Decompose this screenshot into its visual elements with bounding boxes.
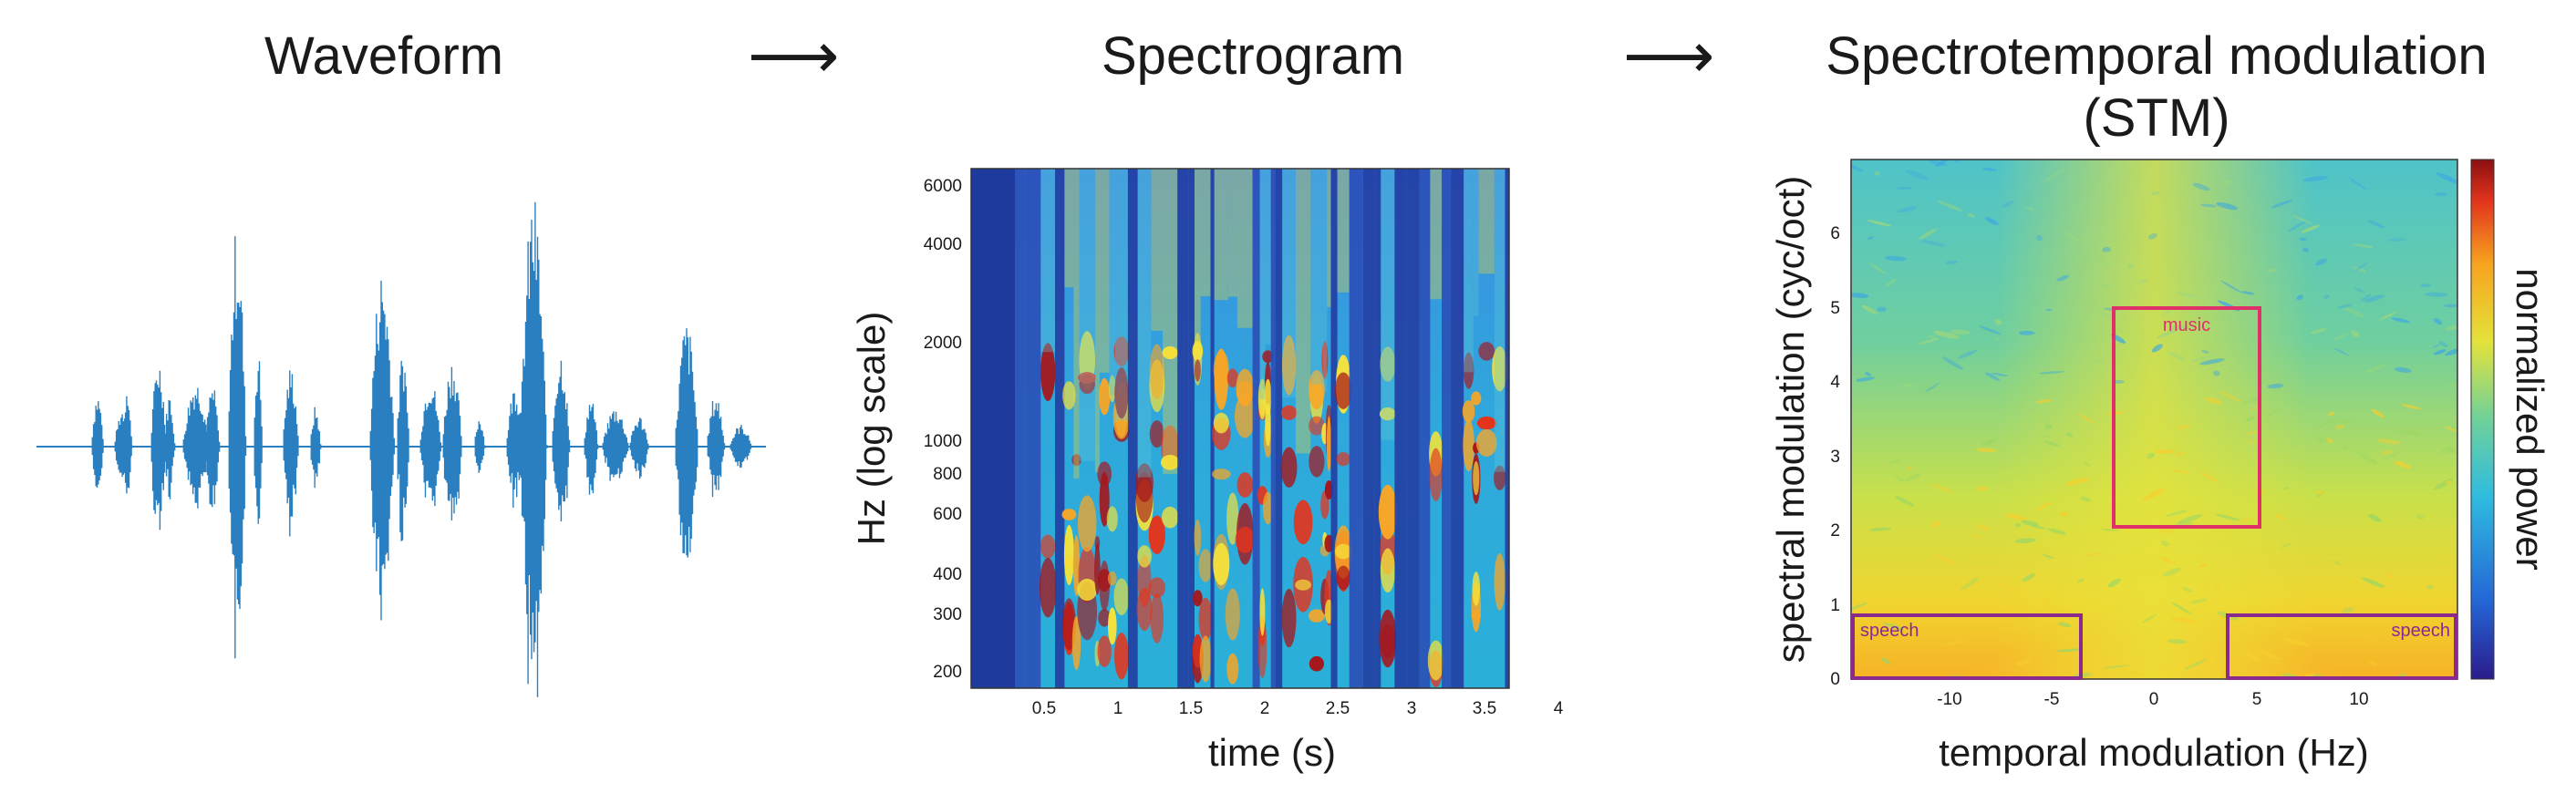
stm-x-label: temporal modulation (Hz) <box>1939 731 2369 774</box>
stm-colorbar <box>2470 159 2495 680</box>
stm-ytick: 2 <box>1830 521 1840 541</box>
spectrogram-title: Spectrogram <box>1102 26 1405 86</box>
spectrogram-x-label: time (s) <box>1208 731 1336 774</box>
spec-xtick: 1 <box>1113 699 1123 718</box>
stm-y-label: spectral modulation (cyc/oct) <box>1769 176 1812 664</box>
stm-xtick: -5 <box>2044 690 2060 709</box>
spectrogram-y-ticks: 6000 4000 2000 1000 800 600 400 300 200 <box>924 177 962 682</box>
spec-xtick: 3 <box>1407 699 1417 718</box>
spec-ytick: 4000 <box>924 235 962 254</box>
spec-xtick: 2.5 <box>1326 699 1350 718</box>
spec-ytick: 6000 <box>924 177 962 196</box>
stm-xtick: 0 <box>2149 690 2159 709</box>
spec-xtick: 0.5 <box>1032 699 1056 718</box>
waveform-trace <box>36 201 766 697</box>
speech-region-label-left: speech <box>1860 621 1919 641</box>
spec-ytick: 1000 <box>924 432 962 451</box>
spectrogram-x-ticks: 0.5 1 1.5 2 2.5 3 3.5 4 <box>1032 699 1564 718</box>
spec-xtick: 1.5 <box>1179 699 1203 718</box>
speech-region-box-right <box>2226 613 2457 680</box>
waveform-title: Waveform <box>264 26 504 86</box>
waveform-plot <box>36 201 766 697</box>
stm-y-ticks: 0 1 2 3 4 5 6 <box>1830 224 1840 689</box>
stm-ytick: 5 <box>1830 299 1840 318</box>
stm-ytick: 4 <box>1830 373 1840 392</box>
spectrogram-bands <box>971 169 1509 688</box>
stm-title-line2: (STM) <box>2083 88 2230 148</box>
stm-ytick: 6 <box>1830 224 1840 243</box>
stm-hotspot <box>1853 406 2455 679</box>
stm-plot: music speech speech 0 1 2 3 4 5 6 -10 -5… <box>1769 159 2551 774</box>
speech-region-label-right: speech <box>2392 621 2451 641</box>
speech-region-box-left <box>1851 613 2083 680</box>
spec-ytick: 800 <box>933 465 962 484</box>
arrow-right-icon: ⟶ <box>748 20 840 91</box>
stm-ytick: 3 <box>1830 448 1840 467</box>
stm-xtick: 10 <box>2349 690 2368 709</box>
stm-xtick: 5 <box>2252 690 2262 709</box>
stm-colorbar-label: normalized power <box>2509 268 2551 571</box>
spectrogram-frame <box>970 168 1510 689</box>
spec-ytick: 600 <box>933 505 962 524</box>
spec-ytick: 200 <box>933 663 962 682</box>
spectrogram-y-label: Hz (log scale) <box>850 312 893 546</box>
spec-xtick: 4 <box>1554 699 1564 718</box>
spec-ytick: 400 <box>933 565 962 584</box>
spec-xtick: 2 <box>1260 699 1270 718</box>
spec-ytick: 300 <box>933 605 962 624</box>
stm-ytick: 1 <box>1830 596 1840 615</box>
spec-ytick: 2000 <box>924 334 962 353</box>
stm-xtick: -10 <box>1937 690 1961 709</box>
stm-frame <box>1850 159 2458 680</box>
spec-xtick: 3.5 <box>1473 699 1496 718</box>
music-region-label: music <box>2163 315 2210 335</box>
stm-ytick: 0 <box>1830 670 1840 689</box>
stm-title-line1: Spectrotemporal modulation <box>1826 26 2488 86</box>
arrow-right-icon: ⟶ <box>1623 20 1715 91</box>
spectrogram-plot: 6000 4000 2000 1000 800 600 400 300 200 … <box>850 168 1564 774</box>
stm-title: Spectrotemporal modulation (STM) <box>1810 26 2503 149</box>
music-region-box <box>2112 306 2261 529</box>
stm-x-ticks: -10 -5 0 5 10 <box>1937 690 2368 709</box>
